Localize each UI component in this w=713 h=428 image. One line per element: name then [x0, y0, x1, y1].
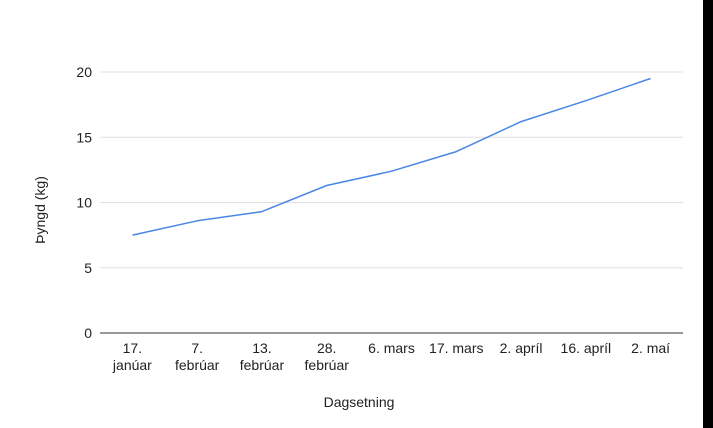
data-point	[130, 233, 134, 237]
data-point	[325, 184, 329, 188]
series-line	[132, 77, 651, 236]
x-tick-label: 16. apríl	[561, 340, 612, 356]
series	[130, 77, 653, 237]
x-tick-label: 2. maí	[631, 340, 670, 356]
data-point	[260, 210, 264, 214]
data-point	[649, 77, 653, 81]
x-tick-label: 13. febrúar	[240, 340, 285, 373]
data-point	[454, 150, 458, 154]
data-point	[195, 219, 199, 223]
x-axis-title: Dagsetning	[324, 394, 395, 410]
x-tick-label: 6. mars	[368, 340, 415, 356]
data-point	[390, 169, 394, 173]
gridlines	[100, 71, 683, 269]
data-point	[519, 120, 523, 124]
x-tick-label: 2. apríl	[500, 340, 543, 356]
y-tick-label: 5	[84, 260, 92, 276]
y-tick-label: 20	[76, 64, 92, 80]
x-tick-label: 28. febrúar	[305, 340, 350, 373]
y-axis-title: Þyngd (kg)	[32, 176, 48, 244]
x-tick-label: 17. janúar	[112, 340, 152, 373]
data-point	[584, 99, 588, 103]
x-tick-labels: 17. janúar 7. febrúar 13. febrúar 28. febrúar 6.…	[112, 340, 670, 373]
y-tick-label: 0	[84, 325, 92, 341]
y-tick-label: 10	[76, 195, 92, 211]
y-tick-label: 15	[76, 129, 92, 145]
y-tick-labels: 0 5 10 15 20	[76, 64, 92, 341]
x-tick-label: 17. mars	[429, 340, 483, 356]
x-tick-label: 7. febrúar	[175, 340, 220, 373]
